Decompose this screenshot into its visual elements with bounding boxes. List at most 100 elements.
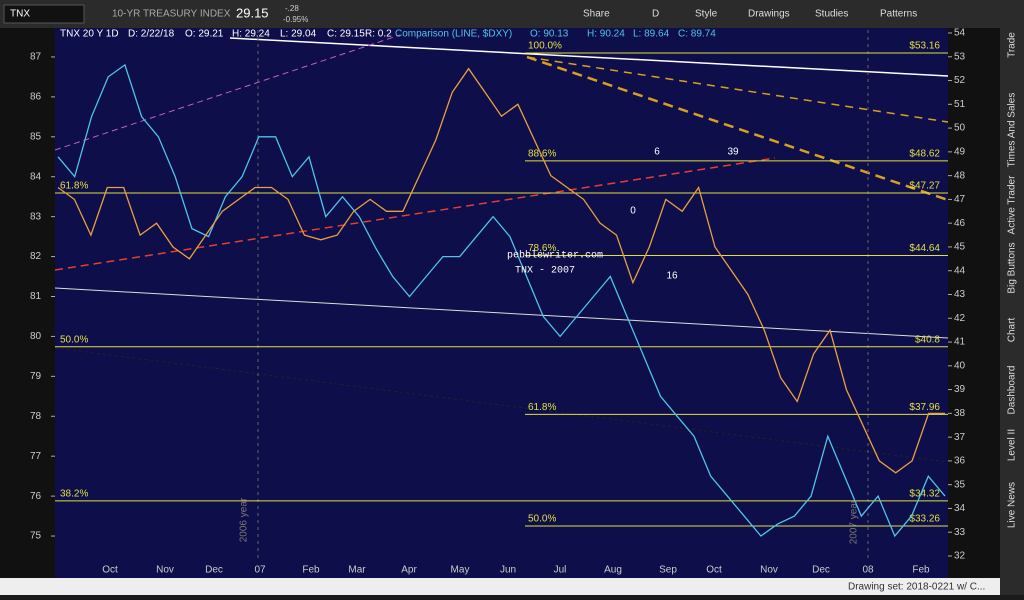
trendline [229,37,949,77]
header-field: L: 89.64 [633,29,670,40]
y2-tick-label: 86 [30,92,42,103]
toolbar-button[interactable]: Share [583,9,610,20]
fib-price: $47.27 [909,181,940,192]
x-tick-label: Dec [205,565,223,576]
fib-price: $48.62 [909,149,940,160]
y2-tick-label: 78 [30,411,42,422]
y-tick-label: 50 [954,123,966,134]
trendline [526,56,949,123]
header-field: TNX 20 Y 1D [60,29,119,40]
status-bar [0,578,1000,595]
header-field: Comparison (LINE, $DXY) [395,29,512,40]
y2-tick-label: 80 [30,331,42,342]
header-field: H: 90.24 [587,29,625,40]
header-field: R: 0.2 [365,29,392,40]
x-tick-label: Jul [554,565,567,576]
sidebar-tab[interactable]: Times And Sales [1007,93,1018,168]
annotation: pebblewriter.com [507,250,603,262]
y2-tick-label: 85 [30,131,42,142]
y-tick-label: 54 [954,28,966,39]
annotation: 2007 year [849,499,860,544]
sidebar-tab[interactable]: Live News [1007,482,1018,528]
sidebar-tab[interactable]: Trade [1007,32,1018,58]
annotation: 2006 year [239,497,250,542]
y2-tick-label: 87 [30,52,42,63]
y-tick-label: 35 [954,479,966,490]
sidebar-tab[interactable]: Level II [1007,429,1018,461]
header-field: D: 2/22/18 [128,29,175,40]
x-tick-label: Feb [912,565,930,576]
y-tick-label: 43 [954,289,966,300]
header-field: H: 29.24 [232,29,270,40]
description: 10-YR TREASURY INDEX [112,9,231,20]
fib-price: $33.26 [909,514,940,525]
annotation: 6 [654,147,660,158]
y-tick-label: 38 [954,408,966,419]
change-pct: -0.95% [283,15,308,24]
sidebar-tab[interactable]: Dashboard [1007,366,1018,415]
symbol: TNX [10,9,30,20]
y2-tick-label: 79 [30,371,42,382]
fib-label: 50.0% [528,514,556,525]
y2-tick-label: 84 [30,171,42,182]
toolbar-button[interactable]: Studies [815,9,848,20]
header-field: C: 29.15 [327,29,365,40]
status-text: Drawing set: 2018-0221 w/ C... [848,582,985,593]
x-tick-label: May [451,565,470,576]
trendline [526,55,949,202]
sidebar-tab[interactable]: Big Buttons [1007,242,1018,293]
toolbar-button[interactable]: Drawings [748,9,790,20]
fib-label: 88.6% [528,149,556,160]
y2-tick-label: 75 [30,531,42,542]
fib-label: 100.0% [528,41,562,52]
toolbar-button[interactable]: Style [695,9,718,20]
trendline [54,34,401,151]
y-tick-label: 41 [954,337,966,348]
y-tick-label: 39 [954,384,966,395]
x-tick-label: Oct [706,565,722,576]
toolbar-button[interactable]: Patterns [880,9,917,20]
sidebar-tab[interactable]: Chart [1007,318,1018,343]
toolbar-button[interactable]: D [652,9,659,20]
fib-label: 78.6% [528,243,556,254]
y-tick-label: 44 [954,265,966,276]
x-tick-label: 08 [862,565,874,576]
x-tick-label: Sep [659,565,677,576]
trendline [54,287,949,339]
y2-tick-label: 76 [30,491,42,502]
x-tick-label: Oct [102,565,118,576]
annotation: 0 [630,206,636,217]
y-tick-label: 49 [954,147,966,158]
x-tick-label: Nov [156,565,174,576]
y-tick-label: 52 [954,75,966,86]
fib-price: $53.16 [909,41,940,52]
y-tick-label: 47 [954,194,966,205]
symbol-box[interactable] [3,4,85,24]
header-field: C: 89.74 [678,29,716,40]
y2-tick-label: 83 [30,211,42,222]
fib-label: 38.2% [60,488,88,499]
header-field: L: 29.04 [280,29,317,40]
y-tick-label: 40 [954,360,966,371]
y-tick-label: 53 [954,51,966,62]
change: -.28 [285,4,299,13]
y-tick-label: 37 [954,432,966,443]
y-tick-label: 45 [954,242,966,253]
x-tick-label: Mar [348,565,366,576]
y-tick-label: 36 [954,456,966,467]
y-tick-label: 42 [954,313,966,324]
toolbar [0,0,1024,28]
y2-tick-label: 81 [30,291,42,302]
trendlines [54,30,949,560]
left-axis [0,28,55,578]
trendline [54,347,949,463]
fib-price: $40.8 [915,334,940,345]
fib-price: $37.96 [909,402,940,413]
chart-area [0,28,1000,578]
y-tick-label: 51 [954,99,966,110]
y-tick-label: 32 [954,551,966,562]
y-tick-label: 34 [954,503,966,514]
sidebar-tab[interactable]: Active Trader [1007,175,1018,235]
fib-price: $44.64 [909,243,940,254]
